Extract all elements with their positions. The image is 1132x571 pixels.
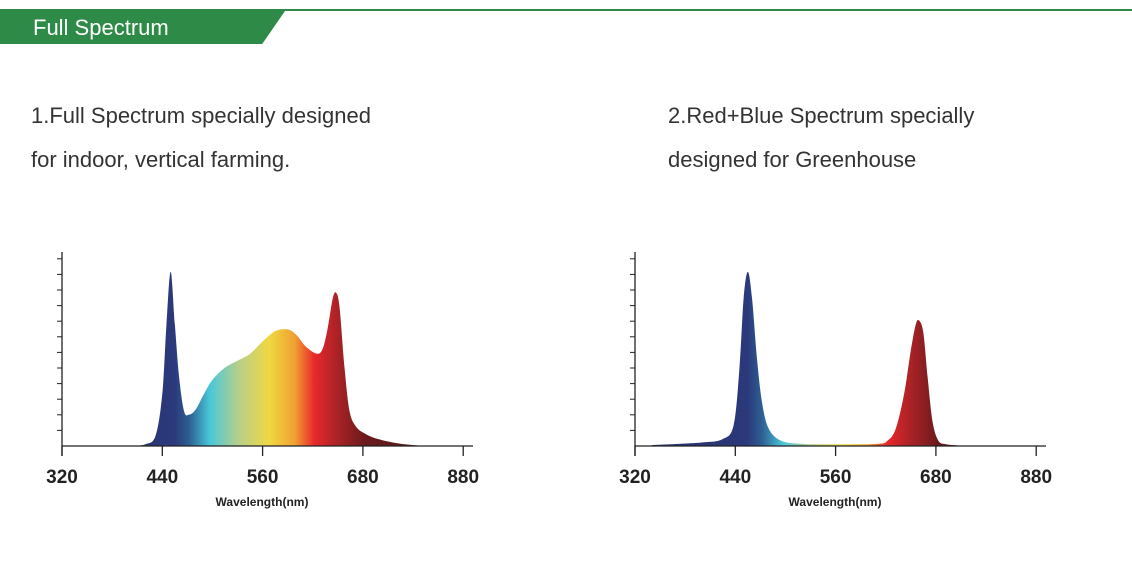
x-tick-label: 560 (247, 467, 279, 488)
x-axis-label: Wavelength(nm) (216, 495, 309, 509)
x-tick-label: 440 (146, 467, 178, 488)
description-line: 2.Red+Blue Spectrum specially (668, 103, 975, 128)
x-tick-label: 880 (1020, 467, 1052, 488)
description-line: designed for Greenhouse (668, 147, 917, 172)
x-tick-label: 320 (46, 467, 78, 488)
description-full-spectrum: 1.Full Spectrum specially designed for i… (31, 94, 371, 182)
section-title: Full Spectrum (33, 15, 169, 40)
x-tick-label: 440 (719, 467, 751, 488)
description-line: 1.Full Spectrum specially designed (31, 103, 371, 128)
spectrum-area (651, 271, 969, 446)
x-tick-label: 880 (447, 467, 479, 488)
x-tick-label: 680 (920, 467, 952, 488)
description-red-blue: 2.Red+Blue Spectrum specially designed f… (668, 94, 974, 182)
x-tick-label: 320 (619, 467, 651, 488)
x-axis-label: Wavelength(nm) (789, 495, 882, 509)
header-rule (0, 9, 1132, 11)
section-banner: Full Spectrum (0, 11, 285, 44)
x-tick-label: 560 (820, 467, 852, 488)
spectrum-area (128, 271, 431, 446)
x-tick-label: 680 (347, 467, 379, 488)
description-line: for indoor, vertical farming. (31, 147, 291, 172)
